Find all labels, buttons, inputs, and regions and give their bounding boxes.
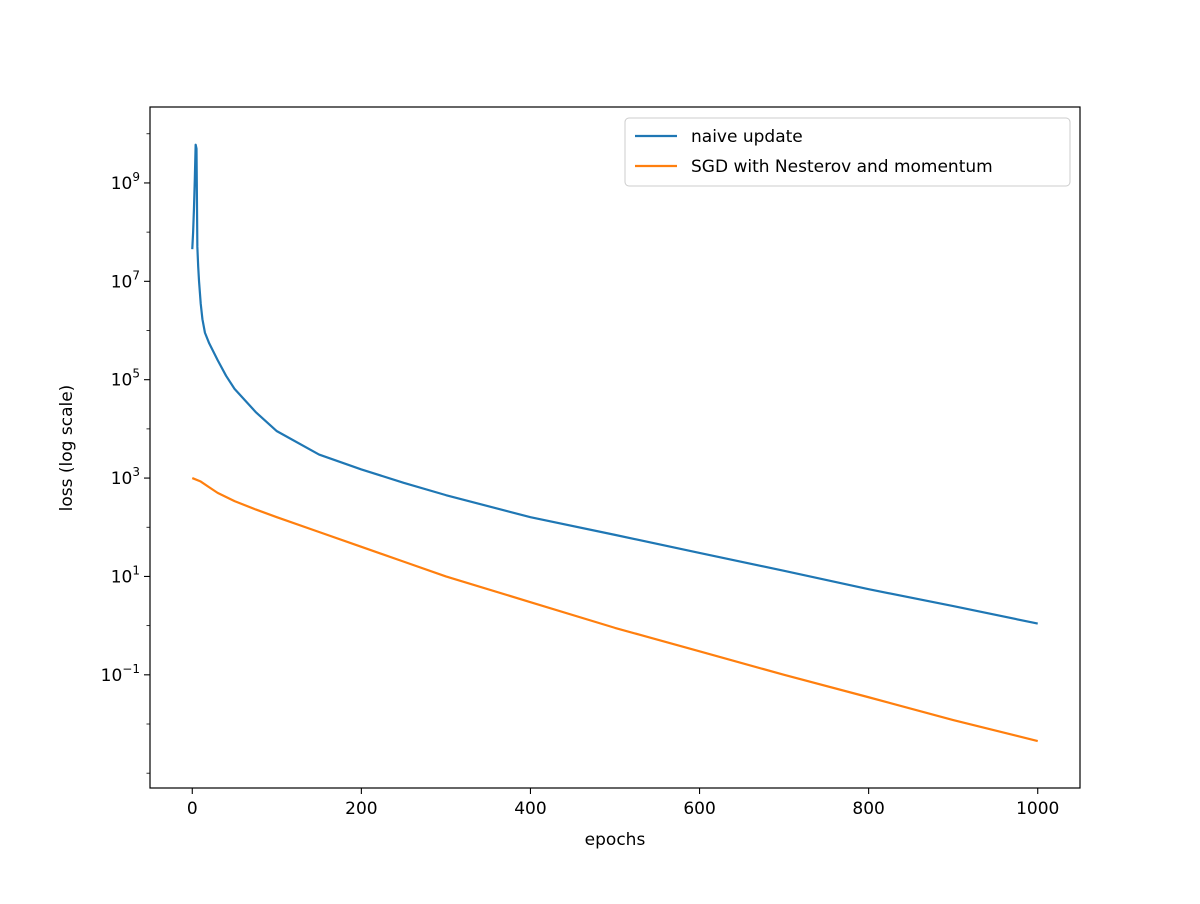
x-tick-label: 200 [345, 799, 377, 819]
x-axis-label: epochs [585, 830, 646, 850]
y-tick-label: 105 [111, 367, 140, 391]
y-tick-label: 10−1 [101, 662, 140, 686]
series-line-0 [191, 143, 1038, 625]
plot-frame [149, 106, 1081, 789]
y-tick-label: 107 [111, 268, 140, 292]
y-tick-label: 103 [111, 465, 140, 489]
y-tick-label: 109 [111, 170, 140, 194]
series-lines [191, 143, 1038, 743]
x-axis: 0 200 400 600 800 1000 [187, 788, 1059, 819]
legend-label-sgd-nesterov-momentum: SGD with Nesterov and momentum [691, 157, 993, 177]
y-axis: 109 107 105 103 101 10−1 [101, 133, 150, 774]
legend: naive update SGD with Nesterov and momen… [624, 117, 1071, 187]
series-line-1 [191, 477, 1038, 743]
x-tick-label: 1000 [1016, 799, 1059, 819]
x-tick-label: 600 [683, 799, 715, 819]
x-tick-label: 0 [187, 799, 198, 819]
legend-box [624, 117, 1071, 187]
x-tick-label: 800 [852, 799, 884, 819]
y-tick-label: 101 [111, 563, 140, 587]
x-tick-label: 400 [514, 799, 546, 819]
y-axis-label: loss (log scale) [57, 385, 77, 512]
legend-label-naive-update: naive update [691, 127, 803, 147]
